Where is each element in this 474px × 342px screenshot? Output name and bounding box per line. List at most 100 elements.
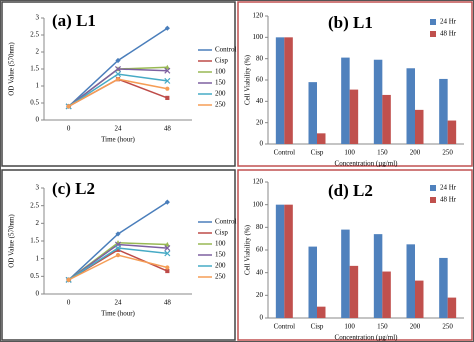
y-axis-label: OD Value (570nm) [8,214,16,268]
x-tick-label: 48 [164,125,172,133]
y-tick-label: 20 [256,291,264,299]
y-tick-label: 0.5 [30,99,39,107]
x-tick-label: 250 [442,149,453,157]
x-tick-label: 100 [344,149,355,157]
y-tick-label: 2.5 [30,201,39,209]
y-tick-label: 80 [256,223,264,231]
marker [114,65,122,73]
y-tick-label: 2 [36,219,40,227]
marker [164,77,171,84]
legend-swatch [430,19,436,25]
marker [164,241,170,247]
x-axis-label: Time (hour) [101,136,135,144]
bar [447,120,457,144]
marker [114,71,122,78]
legend-label: Cisp [215,57,228,65]
chart-title: (b) L1 [328,13,373,32]
chart-title: (c) L2 [52,179,95,198]
y-tick-label: 40 [256,268,264,276]
legend-label: 200 [215,262,226,270]
chart-title: (d) L2 [328,181,373,200]
marker [164,250,171,257]
bar [406,68,415,144]
x-tick-label: 150 [377,323,388,331]
bar [341,229,350,318]
bar [275,37,285,145]
bar [284,204,293,318]
legend-label: Control [215,46,236,54]
legend-label: 250 [215,273,226,281]
x-tick-label: 250 [442,323,453,331]
y-tick-label: 3 [36,14,40,22]
y-tick-label: 120 [253,178,264,186]
y-tick-label: 40 [256,97,264,105]
bar [349,265,359,318]
y-tick-label: 2 [36,48,40,56]
marker [115,231,121,237]
x-tick-label: 200 [410,149,421,157]
y-tick-label: 0.5 [30,272,39,280]
x-tick-label: Control [274,323,295,331]
x-axis-label: Concentration (µg/ml) [335,334,399,342]
x-tick-label: Control [274,149,295,157]
x-tick-label: 100 [344,323,355,331]
x-tick-label: 150 [377,149,388,157]
legend-label: 48 Hr [440,30,457,38]
legend-swatch [430,185,436,191]
marker [114,245,122,252]
marker [164,25,170,31]
y-tick-label: 100 [253,200,264,208]
y-tick-label: 20 [256,118,264,126]
x-tick-label: 0 [67,299,71,307]
y-tick-label: 120 [253,12,264,20]
panel: 0 0.5 1 1.5 2 2.5 3 0 24 48 Time (hour) OD Value (5… [1,1,236,167]
x-tick-label: 48 [164,299,172,307]
y-tick-label: 0 [36,290,40,298]
panel: 0 20 40 60 80 100 120 Control Cisp 100 150 200 250 Co… [237,169,473,342]
bar [317,133,326,144]
bar [373,234,383,318]
bar [415,109,424,144]
marker [115,253,121,258]
legend-label: 24 Hr [440,184,457,192]
bar [415,280,424,318]
legend-label: 150 [215,79,226,87]
bar [439,257,448,318]
panel: 0 20 40 60 80 100 120 Control Cisp 100 150 200 250 Co… [237,1,473,168]
x-tick-label: 0 [67,125,71,133]
y-tick-label: 100 [253,33,264,41]
marker [115,77,121,82]
bar [308,246,317,318]
x-axis-label: Time (hour) [101,310,135,318]
marker [165,268,170,274]
panel: 0 0.5 1 1.5 2 2.5 3 0 24 48 Time (hour) OD Value (5… [1,169,236,341]
marker [66,104,71,109]
bar [275,204,285,318]
marker [115,57,121,64]
y-tick-label: 80 [256,54,264,62]
y-tick-label: 3 [36,184,40,192]
marker [165,86,170,91]
y-tick-label: 60 [256,76,264,84]
legend-label: 100 [215,68,226,76]
marker [165,265,170,270]
legend-label: Control [215,218,236,226]
legend-swatch [430,31,436,37]
x-tick-label: Cisp [311,149,324,157]
x-tick-label: 24 [115,125,123,133]
y-tick-label: 1.5 [30,65,39,73]
panel-border [1,1,236,167]
marker [164,245,171,252]
bar [447,297,457,318]
bar [382,271,391,318]
y-tick-label: 0 [260,314,264,322]
legend-label: 24 Hr [440,18,457,26]
chart-title: (a) L1 [52,11,96,30]
bar [317,306,326,318]
x-tick-label: 24 [115,299,123,307]
y-tick-label: 0 [260,140,264,148]
x-tick-label: Cisp [311,323,324,331]
y-axis-label: OD Value (570nm) [8,42,16,96]
legend-label: 150 [215,251,226,259]
bar [382,94,391,144]
